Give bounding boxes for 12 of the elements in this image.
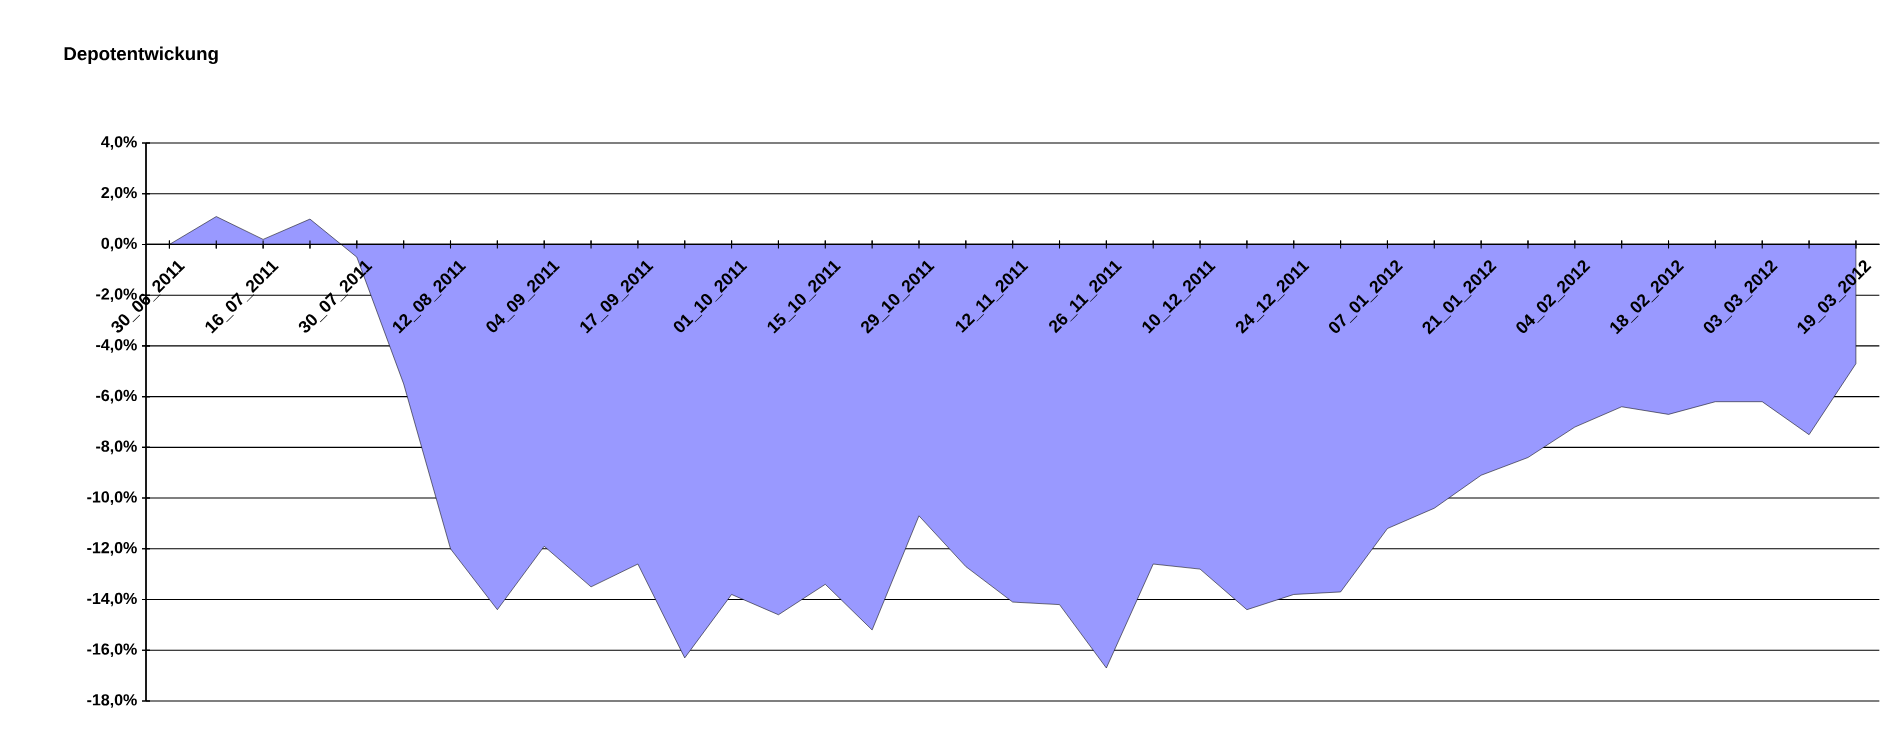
y-tick-label: 4,0%: [101, 136, 137, 150]
y-tick-label: -4,0%: [96, 339, 137, 353]
y-tick-label: -12,0%: [87, 542, 137, 556]
y-tick-label: 2,0%: [101, 186, 137, 201]
y-tick-label: -6,0%: [96, 389, 137, 404]
y-tick-label: 0,0%: [101, 237, 137, 252]
chart-title: Depotentwickung: [64, 46, 218, 65]
y-tick-label: -10,0%: [87, 491, 137, 505]
y-tick-label: -16,0%: [87, 643, 137, 658]
y-tick-label: -18,0%: [87, 694, 137, 708]
y-tick-label: -8,0%: [96, 440, 137, 455]
y-tick-label: -14,0%: [87, 592, 137, 607]
